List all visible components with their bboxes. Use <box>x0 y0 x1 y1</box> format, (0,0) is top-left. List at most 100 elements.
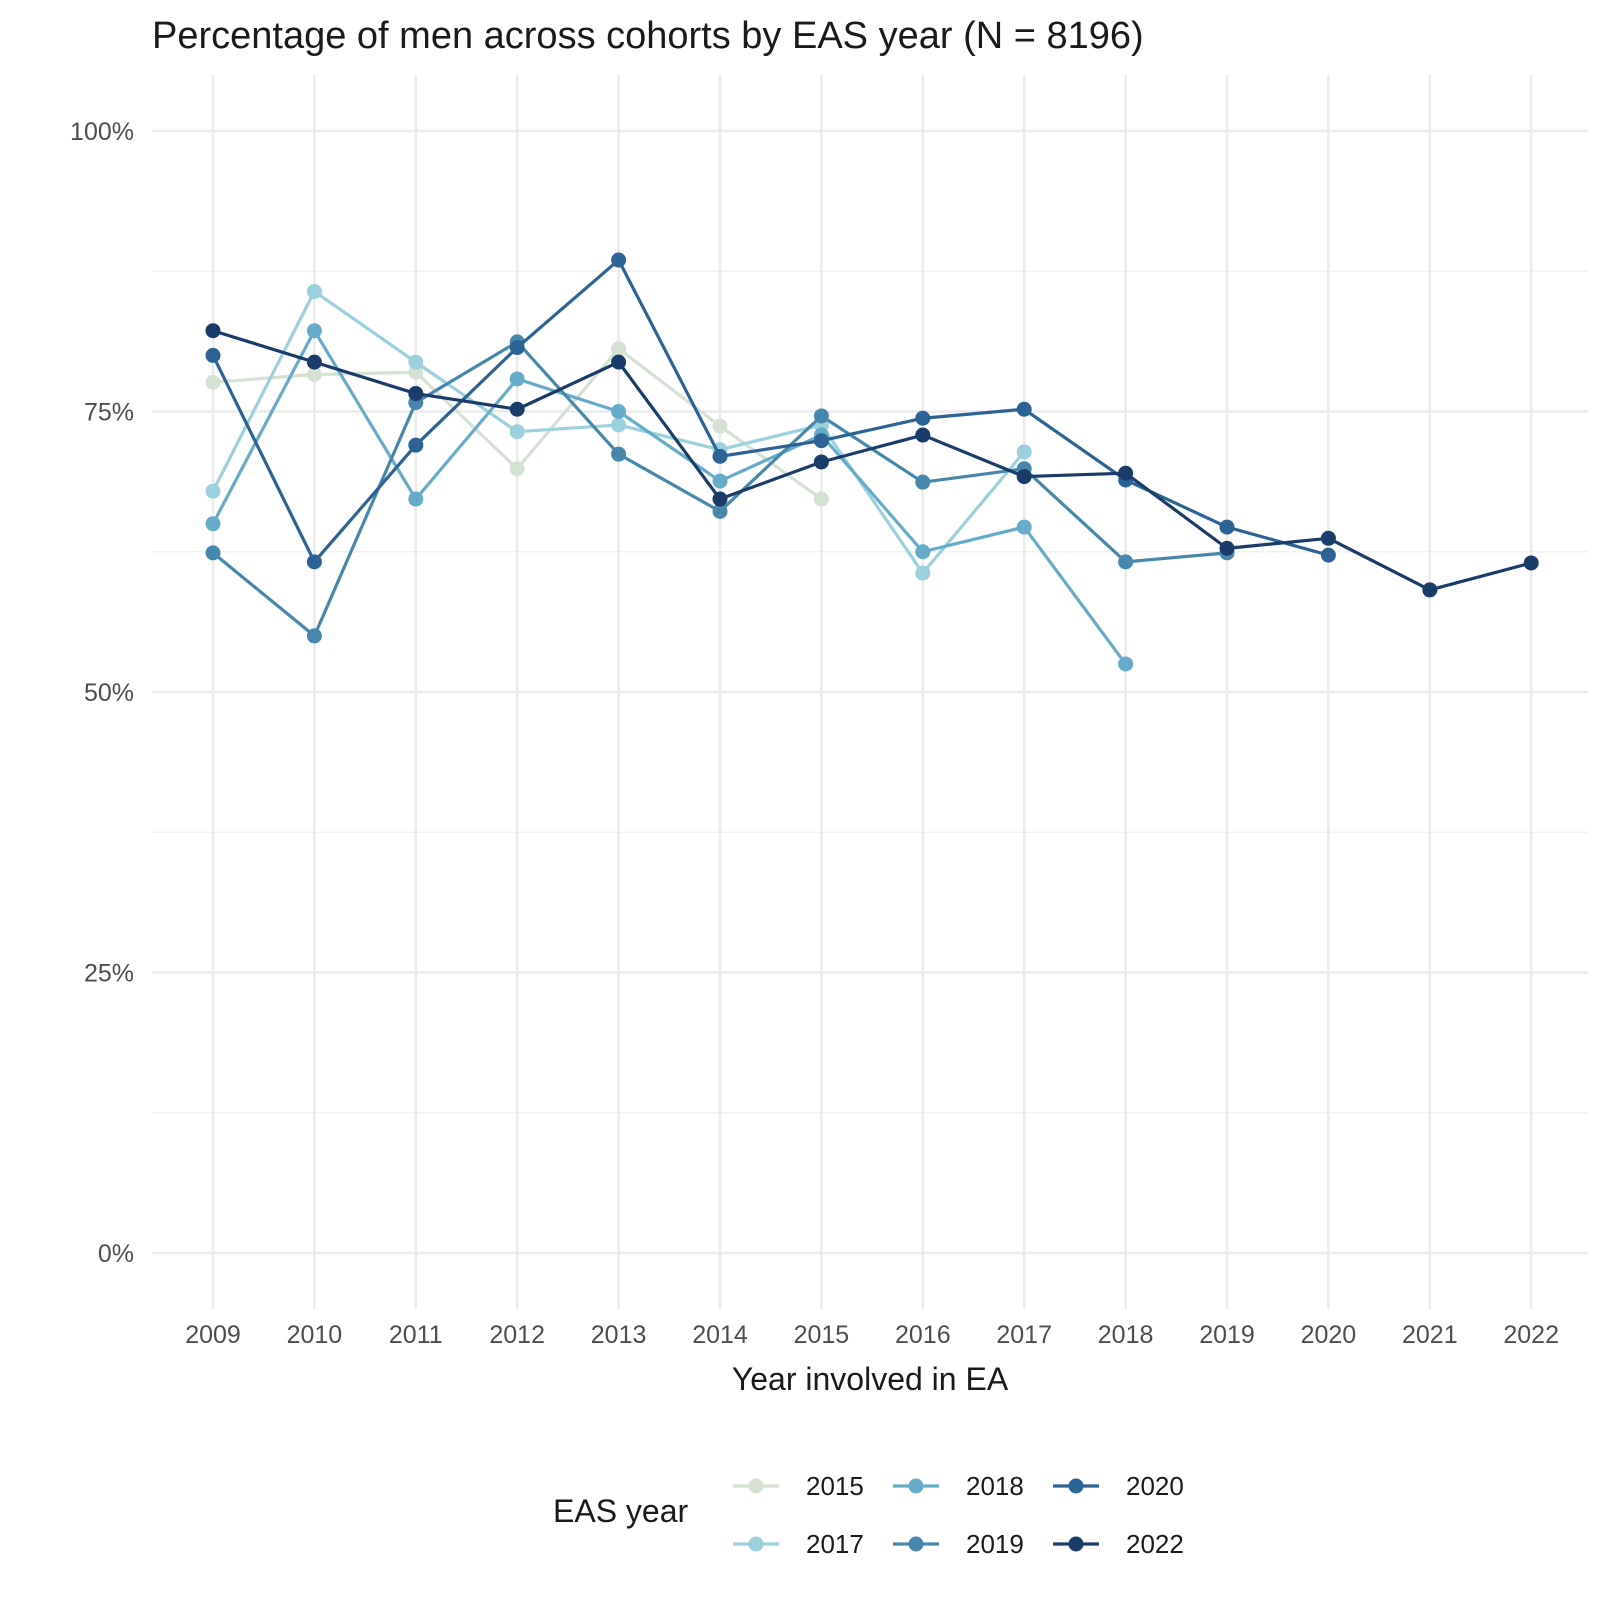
series-2017 <box>205 283 1032 581</box>
x-tick-label: 2012 <box>489 1321 545 1349</box>
legend-label: 2020 <box>1126 1471 1184 1501</box>
series-lines <box>205 252 1539 672</box>
legend-item-2022: 2022 <box>1053 1529 1184 1559</box>
data-point <box>306 323 322 339</box>
data-point <box>205 347 221 363</box>
x-tick-label: 2018 <box>1098 1321 1154 1349</box>
data-point <box>1016 469 1032 485</box>
x-tick-label: 2014 <box>692 1321 748 1349</box>
data-point <box>813 454 829 470</box>
legend-item-2017: 2017 <box>733 1529 864 1559</box>
legend-item-2018: 2018 <box>893 1471 1024 1501</box>
legend-key-point <box>748 1478 764 1494</box>
data-point <box>509 424 525 440</box>
data-point <box>813 433 829 449</box>
legend-label: 2022 <box>1126 1529 1184 1559</box>
data-point <box>1523 555 1539 571</box>
legend-key-point <box>1068 1478 1084 1494</box>
legend-label: 2017 <box>806 1529 864 1559</box>
data-point <box>813 491 829 507</box>
data-point <box>509 401 525 417</box>
x-tick-label: 2016 <box>895 1321 951 1349</box>
x-tick-label: 2013 <box>591 1321 647 1349</box>
data-point <box>306 354 322 370</box>
series-line <box>211 329 1127 665</box>
series-2020 <box>205 252 1336 570</box>
data-point <box>611 417 627 433</box>
data-point <box>813 408 829 424</box>
data-point <box>408 354 424 370</box>
legend-item-2020: 2020 <box>1053 1471 1184 1501</box>
data-point <box>611 354 627 370</box>
data-point <box>1422 582 1438 598</box>
data-point <box>712 418 728 434</box>
legend-key-point <box>908 1478 924 1494</box>
data-point <box>205 374 221 390</box>
data-point <box>1219 540 1235 556</box>
legend-item-2015: 2015 <box>733 1471 864 1501</box>
data-point <box>611 446 627 462</box>
x-tick-label: 2019 <box>1199 1321 1255 1349</box>
y-axis-ticks: 0% 25% 50% 75% 100% <box>70 118 134 1268</box>
y-tick-label: 100% <box>70 118 134 146</box>
legend-key-point <box>1068 1536 1084 1552</box>
gridlines <box>152 74 1588 1310</box>
data-point <box>915 410 931 426</box>
data-point <box>509 340 525 356</box>
x-tick-label: 2015 <box>794 1321 850 1349</box>
x-tick-label: 2010 <box>287 1321 343 1349</box>
y-tick-label: 0% <box>98 1240 134 1268</box>
data-point <box>205 545 221 561</box>
legend-label: 2015 <box>806 1471 864 1501</box>
data-point <box>1320 530 1336 546</box>
data-point <box>611 252 627 268</box>
data-point <box>408 491 424 507</box>
legend-label: 2019 <box>966 1529 1024 1559</box>
data-point <box>1118 656 1134 672</box>
data-point <box>611 404 627 419</box>
x-axis-ticks: 2009 2010 2011 2012 2013 2014 2015 2016 2017 2018… <box>185 1321 1559 1349</box>
data-point <box>915 427 931 443</box>
data-point <box>1016 519 1032 535</box>
y-tick-label: 75% <box>84 399 134 427</box>
x-tick-label: 2022 <box>1503 1321 1559 1349</box>
data-point <box>1016 401 1032 417</box>
data-point <box>205 516 221 532</box>
data-point <box>509 461 525 477</box>
legend-key-point <box>748 1536 764 1552</box>
data-point <box>1118 465 1134 481</box>
data-point <box>306 554 322 570</box>
series-2019 <box>205 334 1235 644</box>
data-point <box>408 437 424 453</box>
data-point <box>915 474 931 490</box>
y-tick-label: 25% <box>84 960 134 988</box>
legend-label: 2018 <box>966 1471 1024 1501</box>
series-line <box>212 329 1532 592</box>
series-2022 <box>205 323 1539 598</box>
data-point <box>205 323 221 339</box>
data-point <box>1219 519 1235 535</box>
data-point <box>712 503 728 519</box>
data-point <box>408 386 424 402</box>
x-axis-title: Year involved in EA <box>732 1361 1009 1397</box>
data-point <box>712 491 728 507</box>
x-tick-label: 2017 <box>996 1321 1052 1349</box>
data-point <box>712 448 728 464</box>
legend-key-point <box>908 1536 924 1552</box>
data-point <box>306 366 322 382</box>
legend-title: EAS year <box>553 1493 689 1529</box>
legend: 2015 2017 2018 2019 2020 2022 <box>733 1471 1184 1559</box>
data-point <box>1016 444 1032 460</box>
data-point <box>611 341 627 357</box>
series-2015 <box>205 341 829 507</box>
x-tick-label: 2021 <box>1402 1321 1458 1349</box>
series-2018 <box>205 323 1134 672</box>
data-point <box>915 565 931 581</box>
y-tick-label: 50% <box>84 679 134 707</box>
data-point <box>509 371 525 387</box>
x-tick-label: 2011 <box>389 1321 443 1349</box>
data-point <box>306 628 322 644</box>
x-tick-label: 2009 <box>185 1321 241 1349</box>
data-point <box>1118 554 1134 570</box>
